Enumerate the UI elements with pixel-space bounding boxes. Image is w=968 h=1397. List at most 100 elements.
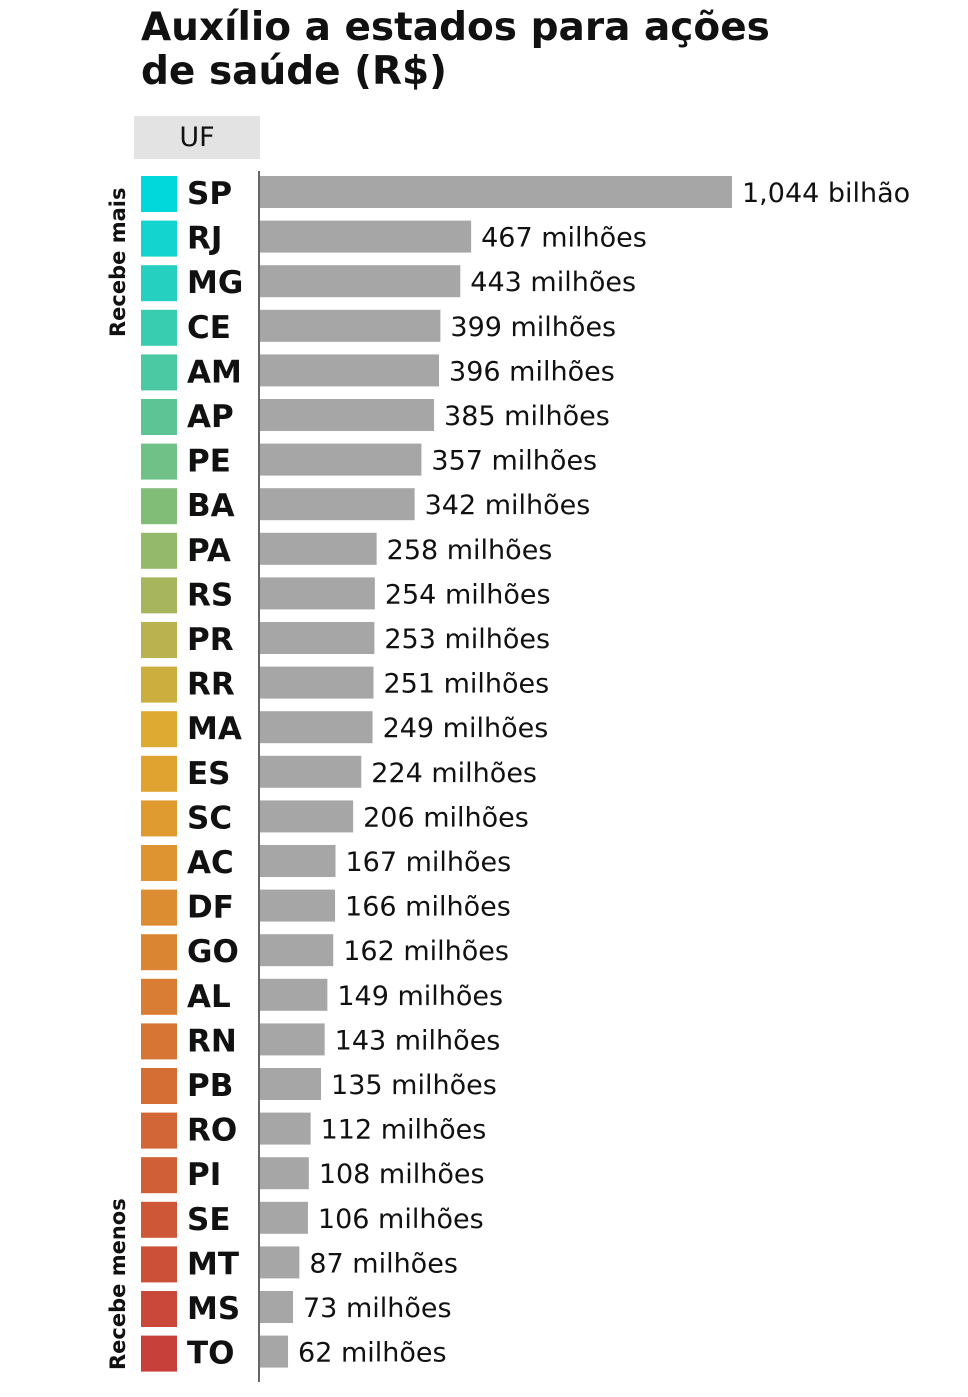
tick-label-rn: RN [187,1023,237,1059]
tick-label-pi: PI [187,1157,221,1193]
tick-label-rj: RJ [187,221,222,257]
data-label-ms: 73 milhões [303,1293,452,1324]
tick-label-pb: PB [187,1068,233,1104]
color-swatch-ro [141,1112,177,1149]
bar-ap [260,399,435,431]
data-label-ap: 385 milhões [444,401,610,432]
bar-sp [260,176,732,208]
data-label-am: 396 milhões [449,356,615,387]
data-label-ac: 167 milhões [346,847,512,878]
chart-title: Auxílio a estados para ações de saúde (R… [141,6,941,94]
data-label-mt: 87 milhões [309,1248,458,1279]
tick-label-to: TO [187,1336,235,1372]
chart-title-line-2: de saúde (R$) [141,49,448,94]
data-label-se: 106 milhões [318,1204,484,1235]
bar-pa [260,532,377,565]
bar-al [260,978,328,1011]
bar-pe [260,443,422,476]
color-swatch-rn [141,1023,177,1060]
chart-title-line-1: Auxílio a estados para ações [141,5,770,50]
bar-pi [260,1157,309,1190]
color-swatch-ba [141,488,177,525]
data-label-rn: 143 milhões [335,1025,501,1056]
tick-label-sc: SC [187,800,232,836]
color-swatch-ms [141,1291,177,1327]
tick-label-df: DF [187,890,234,926]
bar-ro [260,1112,311,1145]
bar-ma [260,711,373,744]
data-label-pb: 135 milhões [331,1070,497,1101]
tick-label-mg: MG [187,265,243,301]
bar-mg [260,265,461,298]
color-swatch-go [141,934,177,971]
tick-label-ba: BA [187,488,235,524]
bar-rr [260,666,374,699]
tick-label-ms: MS [187,1291,240,1327]
bar-rj [260,220,472,253]
data-label-sp: 1,044 bilhão [742,178,910,209]
color-swatch-am [141,354,177,391]
data-label-pi: 108 milhões [319,1159,485,1190]
data-label-go: 162 milhões [343,936,509,967]
data-label-ro: 112 milhões [321,1115,487,1146]
data-label-pa: 258 milhões [387,535,553,566]
tick-label-go: GO [187,934,239,970]
color-swatch-sc [141,800,177,837]
tick-label-pa: PA [187,533,231,569]
bar-to [260,1335,289,1368]
color-swatch-ac [141,845,177,881]
column-header-uf: UF [134,116,260,159]
data-label-pr: 253 milhões [384,624,550,655]
data-label-mg: 443 milhões [470,267,636,298]
bar-se [260,1201,308,1234]
color-swatch-ce [141,309,177,346]
bar-es [260,755,362,788]
tick-label-am: AM [187,354,242,390]
bar-df [260,889,336,922]
bar-mt [260,1246,300,1279]
color-swatch-df [141,889,177,926]
tick-label-pr: PR [187,622,234,658]
data-label-ma: 249 milhões [383,713,549,744]
tick-label-ro: RO [187,1113,237,1149]
color-swatch-pi [141,1157,177,1194]
bar-pb [260,1068,322,1100]
color-swatch-to [141,1335,177,1372]
bar-ms [260,1291,294,1323]
tick-label-ac: AC [187,845,234,881]
tick-label-sp: SP [187,176,232,212]
tick-label-pe: PE [187,444,231,480]
bar-sc [260,800,354,833]
color-swatch-rj [141,220,177,257]
color-swatch-mt [141,1246,177,1283]
data-label-to: 62 milhões [298,1338,447,1369]
bar-ba [260,488,415,521]
data-label-rj: 467 milhões [481,223,647,254]
tick-label-al: AL [187,979,231,1015]
color-swatch-rr [141,666,177,703]
data-label-ce: 399 milhões [450,312,616,343]
tick-label-rr: RR [187,667,235,703]
color-swatch-sp [141,176,177,212]
color-swatch-ma [141,711,177,748]
color-swatch-pr [141,622,177,658]
bar-ce [260,309,441,342]
bar-am [260,354,440,387]
tick-label-rs: RS [187,577,233,613]
side-label-recebe-menos: Recebe menos [106,1198,130,1370]
data-label-sc: 206 milhões [363,802,529,833]
color-swatch-mg [141,265,177,302]
tick-label-se: SE [187,1202,231,1238]
data-label-pe: 357 milhões [431,446,597,477]
color-swatch-pa [141,532,177,569]
tick-label-mt: MT [187,1246,239,1282]
color-swatch-es [141,755,177,792]
tick-label-ap: AP [187,399,234,435]
tick-label-ce: CE [187,310,231,346]
side-label-recebe-mais: Recebe mais [106,188,130,337]
color-swatch-se [141,1201,177,1238]
color-swatch-pb [141,1068,177,1104]
color-swatch-ap [141,399,177,435]
color-swatch-rs [141,577,177,614]
